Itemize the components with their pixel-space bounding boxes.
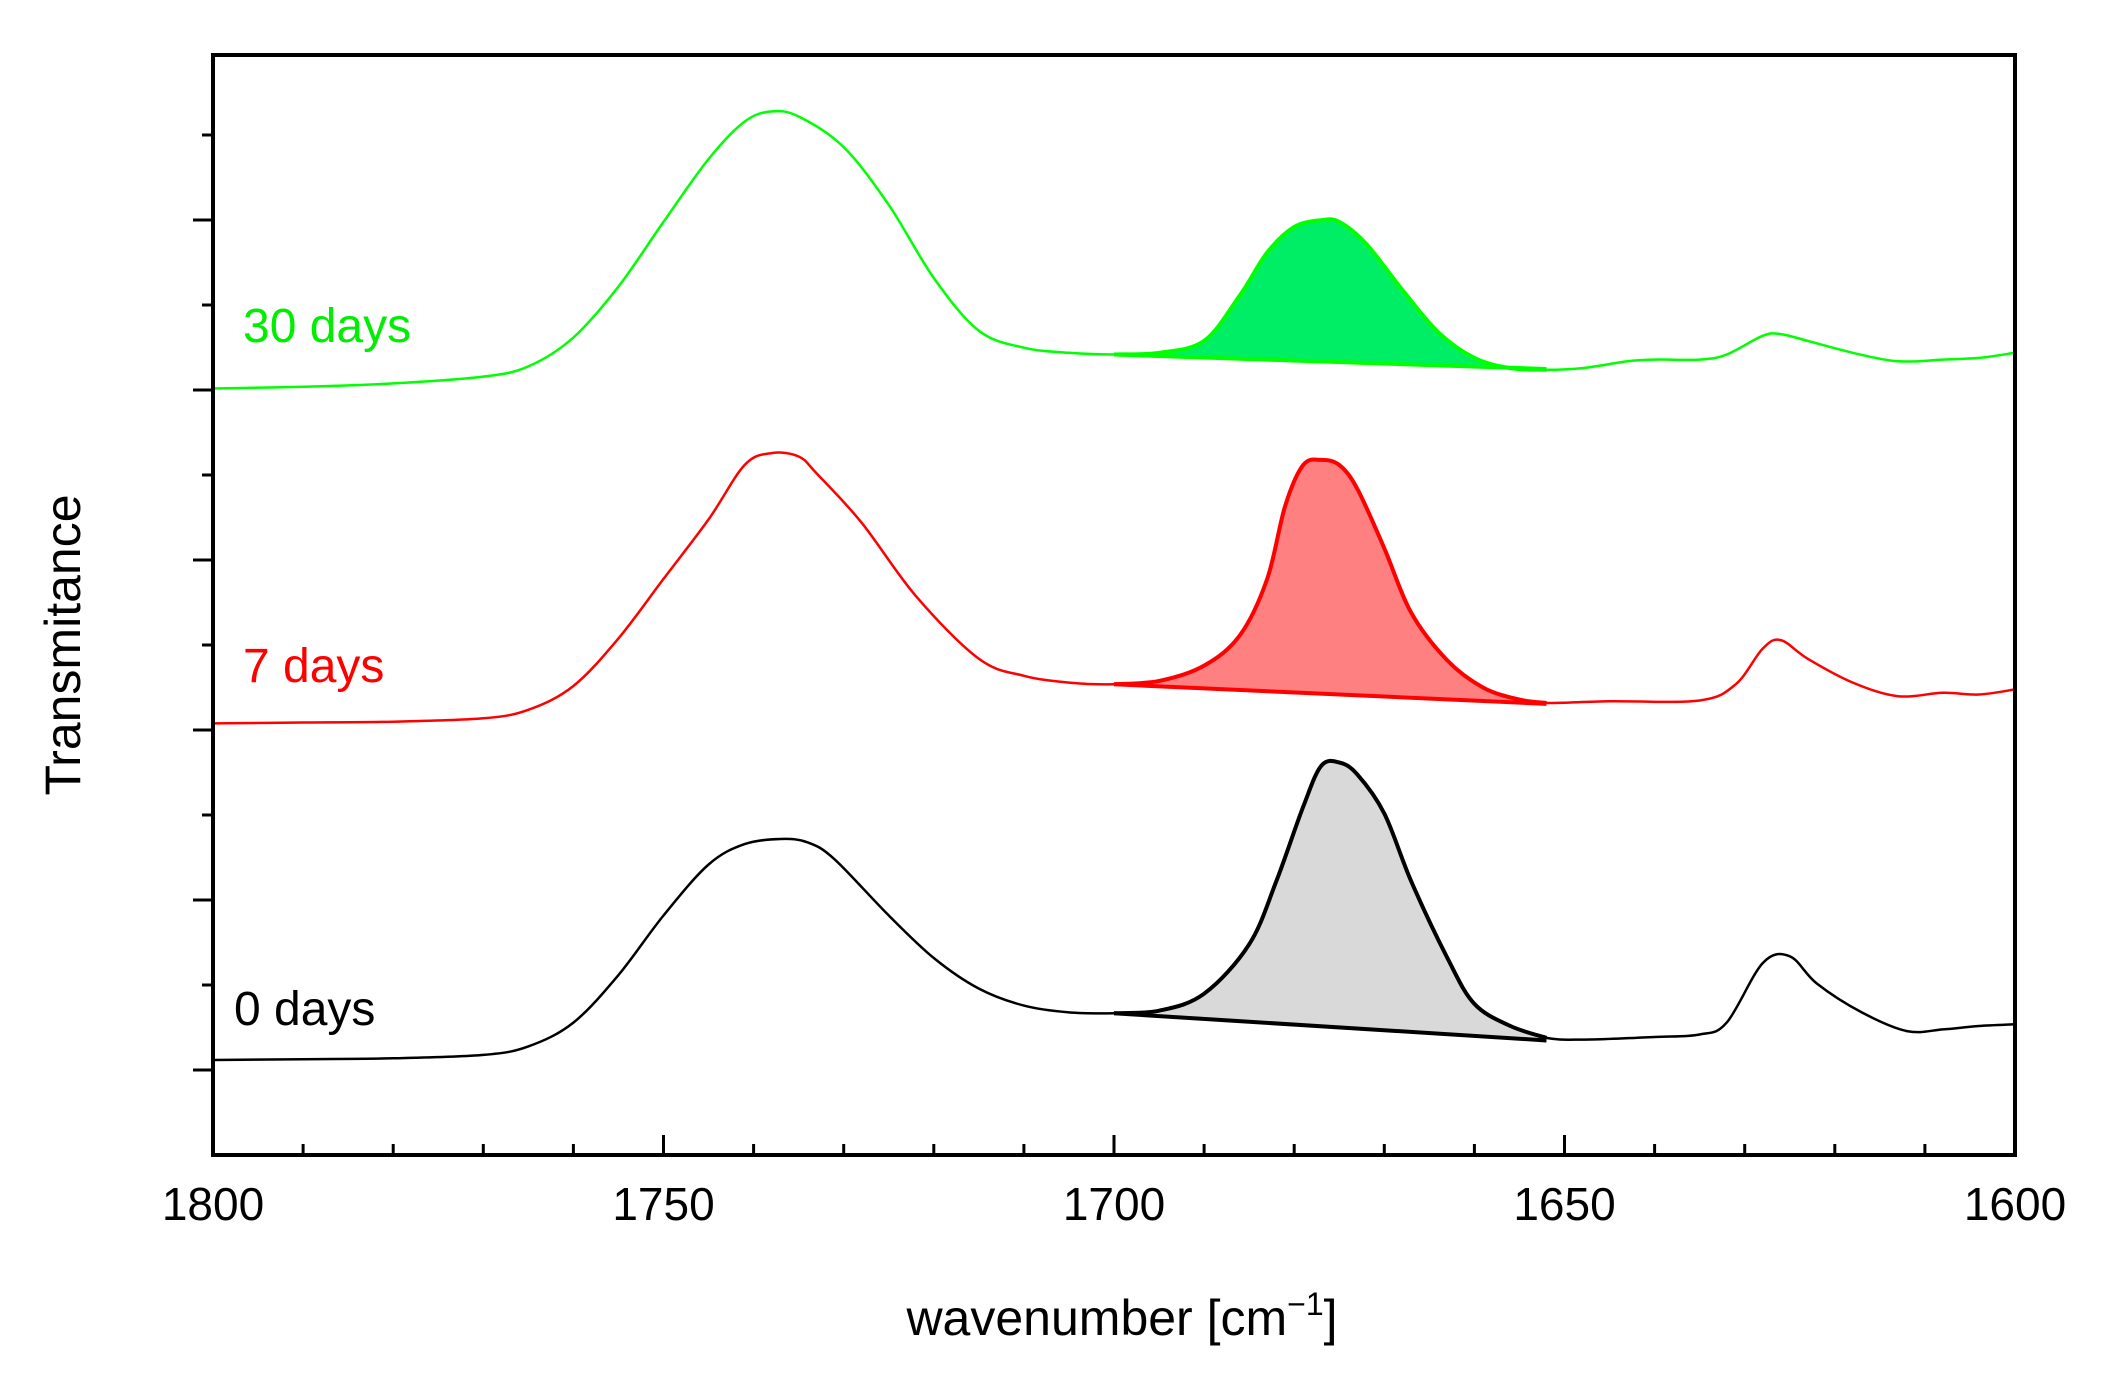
series-line-0-days bbox=[212, 759, 2016, 1062]
series-lines bbox=[212, 109, 2016, 1062]
peak-baseline-30-days bbox=[1113, 352, 1547, 371]
x-tick-label: 1800 bbox=[162, 1178, 264, 1230]
axes: 1800 1750 1700 1650 1600 bbox=[162, 53, 2066, 1230]
peak-fills bbox=[1113, 217, 1548, 1043]
labels: Transmitance wavenumber [cm−1] 0 days 7 … bbox=[35, 300, 1338, 1346]
x-tick-label: 1750 bbox=[612, 1178, 714, 1230]
series-line-30-days bbox=[212, 109, 2016, 390]
x-axis-title-suffix: ] bbox=[1324, 1290, 1338, 1346]
x-tick-label: 1600 bbox=[1964, 1178, 2066, 1230]
y-axis-title: Transmitance bbox=[35, 494, 91, 795]
peak-baseline-0-days bbox=[1113, 1011, 1547, 1043]
peak-fill-0-days bbox=[1114, 760, 1547, 1041]
series-label-30-days: 30 days bbox=[243, 300, 411, 353]
x-tick-label: 1650 bbox=[1513, 1178, 1615, 1230]
peak-baseline-7-days bbox=[1113, 682, 1547, 706]
series-label-7-days: 7 days bbox=[243, 640, 384, 693]
peak-fill-7-days bbox=[1114, 459, 1547, 704]
peak-fill-30-days bbox=[1114, 219, 1547, 370]
series-line-7-days bbox=[212, 451, 2016, 725]
x-axis-title-superscript: −1 bbox=[1287, 1286, 1323, 1322]
series-label-0-days: 0 days bbox=[234, 983, 375, 1036]
x-axis-title-main: wavenumber [cm bbox=[905, 1290, 1287, 1346]
x-tick-label: 1700 bbox=[1063, 1178, 1165, 1230]
x-axis-title: wavenumber [cm−1] bbox=[905, 1286, 1337, 1346]
